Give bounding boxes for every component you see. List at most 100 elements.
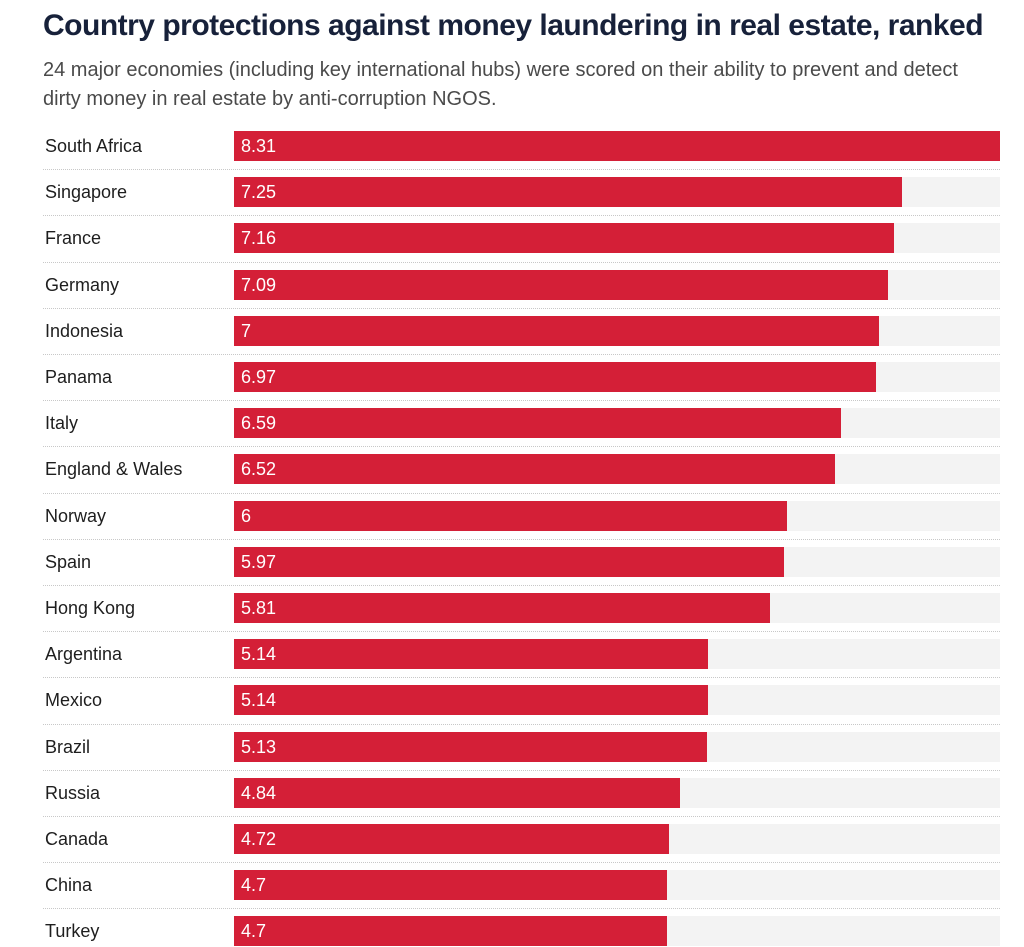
row-separator: [43, 446, 1000, 447]
bar-row: South Africa 8.31: [43, 131, 1000, 161]
bar: 6.52: [234, 454, 835, 484]
row-separator: [43, 169, 1000, 170]
category-label: Panama: [45, 367, 113, 387]
bar-row: Norway 6: [43, 501, 1000, 531]
bar-track: 6: [234, 501, 1000, 531]
bar-row: Hong Kong 5.81: [43, 593, 1000, 623]
bar-row: Brazil 5.13: [43, 732, 1000, 762]
category-label: England & Wales: [45, 459, 183, 479]
bar-row: China 4.7: [43, 870, 1000, 900]
bar: 6.59: [234, 408, 841, 438]
bar-track: 5.14: [234, 639, 1000, 669]
category-label: France: [45, 228, 102, 248]
bar-row: Canada 4.72: [43, 824, 1000, 854]
bar-track: 4.7: [234, 870, 1000, 900]
bar-row: Russia 4.84: [43, 778, 1000, 808]
bar: 7.25: [234, 177, 902, 207]
chart-subtitle: 24 major economies (including key intern…: [43, 59, 958, 110]
category-label: Germany: [45, 275, 120, 295]
category-label: Canada: [45, 829, 109, 849]
bar: 4.72: [234, 824, 669, 854]
bar-value-label: 4.72: [241, 829, 277, 849]
row-separator: [43, 262, 1000, 263]
category-label: Turkey: [45, 921, 100, 941]
bar-value-label: 7.16: [241, 228, 277, 248]
bar: 4.84: [234, 778, 680, 808]
bar-track: 5.97: [234, 547, 1000, 577]
bar-track: 5.13: [234, 732, 1000, 762]
bar-value-label: 5.14: [241, 690, 277, 710]
bar-row: Singapore 7.25: [43, 177, 1000, 207]
bar-track: 4.72: [234, 824, 1000, 854]
bar-row: Spain 5.97: [43, 547, 1000, 577]
bar-row: Indonesia 7: [43, 316, 1000, 346]
bar-value-label: 6.97: [241, 367, 277, 387]
row-separator: [43, 862, 1000, 863]
bar-row: Italy 6.59: [43, 408, 1000, 438]
bar: 6.97: [234, 362, 876, 392]
bar-track: 5.81: [234, 593, 1000, 623]
bar: 5.97: [234, 547, 784, 577]
bar: 6: [234, 501, 787, 531]
category-label: Mexico: [45, 690, 103, 710]
category-label: China: [45, 875, 93, 895]
bar-row: Panama 6.97: [43, 362, 1000, 392]
category-label: Italy: [45, 413, 79, 433]
bar-track: 7.09: [234, 270, 1000, 300]
bar-value-label: 6.59: [241, 413, 277, 433]
category-label: Singapore: [45, 182, 128, 202]
row-separator: [43, 908, 1000, 909]
row-separator: [43, 585, 1000, 586]
bar-value-label: 6.52: [241, 459, 277, 479]
category-label: Indonesia: [45, 321, 124, 341]
bar-row: Germany 7.09: [43, 270, 1000, 300]
bar-row: Turkey 4.7: [43, 916, 1000, 946]
bar-value-label: 8.31: [241, 136, 277, 156]
bar: 5.81: [234, 593, 770, 623]
category-label: Argentina: [45, 644, 123, 664]
row-separator: [43, 400, 1000, 401]
bar-track: 4.84: [234, 778, 1000, 808]
bar-value-label: 5.97: [241, 552, 277, 572]
bar-track: 7: [234, 316, 1000, 346]
category-label: Russia: [45, 783, 101, 803]
bar: 7: [234, 316, 879, 346]
bar-track: 6.59: [234, 408, 1000, 438]
bar: 4.7: [234, 916, 667, 946]
category-label: Brazil: [45, 737, 91, 757]
bar-track: 8.31: [234, 131, 1000, 161]
bar: 7.16: [234, 223, 894, 253]
category-label: South Africa: [45, 136, 143, 156]
bar-track: 4.7: [234, 916, 1000, 946]
category-label: Hong Kong: [45, 598, 136, 618]
chart-title: Country protections against money launde…: [43, 9, 984, 42]
bar-track: 7.25: [234, 177, 1000, 207]
bar: 8.31: [234, 131, 1000, 161]
bar: 5.13: [234, 732, 707, 762]
bar-value-label: 5.14: [241, 644, 277, 664]
bar-row: France 7.16: [43, 223, 1000, 253]
bar-track: 7.16: [234, 223, 1000, 253]
bar-value-label: 7: [241, 321, 252, 341]
bar-row: England & Wales 6.52: [43, 454, 1000, 484]
bar-value-label: 5.81: [241, 598, 277, 618]
bar: 7.09: [234, 270, 888, 300]
bar-value-label: 6: [241, 506, 252, 526]
row-separator: [43, 215, 1000, 216]
category-label: Norway: [45, 506, 107, 526]
bar-value-label: 7.25: [241, 182, 277, 202]
bar: 5.14: [234, 639, 708, 669]
bar-track: 6.52: [234, 454, 1000, 484]
bar-value-label: 5.13: [241, 737, 277, 757]
bar-value-label: 4.84: [241, 783, 277, 803]
bar-value-label: 4.7: [241, 875, 267, 895]
bar: 4.7: [234, 870, 667, 900]
bar-value-label: 4.7: [241, 921, 267, 941]
row-separator: [43, 493, 1000, 494]
row-separator: [43, 354, 1000, 355]
row-separator: [43, 677, 1000, 678]
bar-row: Mexico 5.14: [43, 685, 1000, 715]
category-label: Spain: [45, 552, 92, 572]
bar-value-label: 7.09: [241, 275, 277, 295]
